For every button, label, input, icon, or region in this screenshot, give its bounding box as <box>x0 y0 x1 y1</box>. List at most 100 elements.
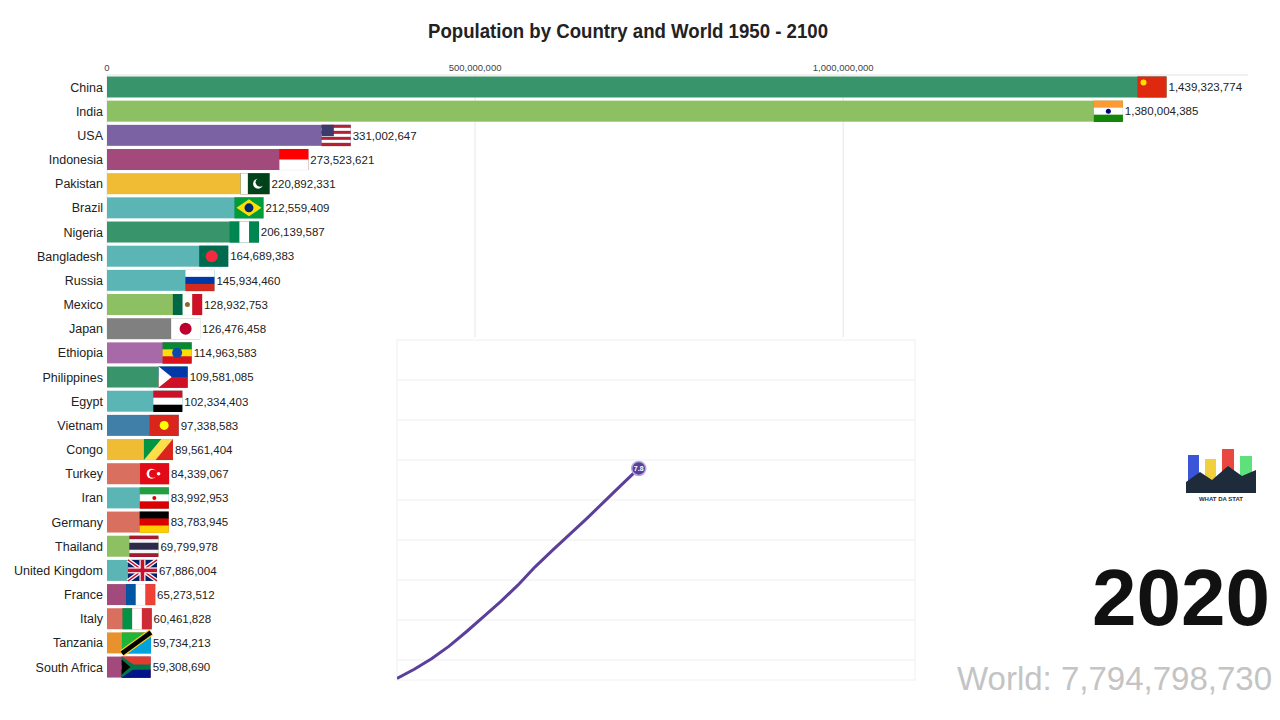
bar <box>107 512 169 533</box>
flag <box>1094 101 1123 122</box>
flag-border <box>159 367 188 388</box>
x-tick-label: 0 <box>104 62 109 73</box>
flag <box>140 512 169 533</box>
category-label: Congo <box>66 443 103 457</box>
flag <box>1138 77 1167 98</box>
flag <box>279 149 308 170</box>
world-total: World: 7,794,798,730 <box>957 660 1272 697</box>
flag-part <box>128 560 157 581</box>
flag-border <box>122 632 151 653</box>
flag-part <box>1106 109 1111 114</box>
category-label: South Africa <box>36 661 103 675</box>
bar <box>107 173 270 194</box>
year-label: 2020 <box>1092 553 1270 642</box>
flag <box>122 632 151 653</box>
category-label: Thailand <box>55 540 103 554</box>
flag-part <box>152 496 156 500</box>
category-label: Turkey <box>65 467 103 481</box>
bar <box>107 632 151 653</box>
bar <box>107 149 308 170</box>
flag-part <box>183 294 193 315</box>
category-label: Philippines <box>43 371 103 385</box>
flag-part <box>128 569 157 573</box>
flag-border <box>150 415 179 436</box>
data-label: 331,002,647 <box>353 130 417 142</box>
flag-part <box>279 149 308 160</box>
flag-part <box>126 584 136 605</box>
flag-part <box>1094 115 1123 122</box>
flag-part <box>153 405 182 412</box>
flag-part <box>249 222 259 243</box>
flag-border <box>230 222 259 243</box>
flag <box>171 318 200 339</box>
data-label: 128,932,753 <box>204 299 268 311</box>
flag <box>159 367 188 388</box>
flag-part <box>157 472 161 476</box>
flag-part <box>159 367 172 388</box>
flag-part <box>147 469 157 479</box>
data-label: 126,476,458 <box>202 323 266 335</box>
category-label: Mexico <box>63 298 103 312</box>
x-axis-line <box>107 75 1248 76</box>
flag-part <box>171 318 200 339</box>
line-plot <box>397 468 639 678</box>
flag-part <box>185 302 190 307</box>
flag-border <box>173 294 202 315</box>
flag <box>173 294 202 315</box>
flag-part <box>129 550 158 554</box>
bar <box>107 584 155 605</box>
grid-line <box>397 460 915 461</box>
flag-part <box>140 494 169 501</box>
grid-line <box>397 420 915 421</box>
data-label: 7.8 <box>634 465 644 472</box>
bar <box>107 77 1167 98</box>
flag-border <box>199 246 228 267</box>
flag-part <box>122 660 131 675</box>
flag <box>126 584 155 605</box>
data-label: 59,734,213 <box>153 637 211 649</box>
flag-part <box>122 632 151 653</box>
grid-line <box>397 500 915 501</box>
category-label: India <box>76 105 103 119</box>
category-label: Vietnam <box>57 419 103 433</box>
flag-part <box>322 140 351 143</box>
chart: Population by Country and World 1950 - 2… <box>0 0 1280 720</box>
flag-part <box>322 125 334 136</box>
flag <box>185 270 214 291</box>
flag <box>241 173 270 194</box>
category-label: Germany <box>52 516 104 530</box>
flag-part <box>160 421 169 430</box>
flag-part <box>1141 80 1147 86</box>
flag <box>140 463 169 484</box>
flag-part <box>129 536 158 540</box>
category-label: France <box>64 588 103 602</box>
bar <box>107 608 152 629</box>
flag-part <box>128 560 157 581</box>
category-label: Iran <box>81 491 103 505</box>
bar <box>107 294 202 315</box>
world-line <box>397 468 639 678</box>
category-label: Italy <box>80 612 104 626</box>
flag-part <box>128 560 157 581</box>
flag-border <box>129 536 158 557</box>
flag <box>128 560 157 581</box>
data-label: 273,523,621 <box>310 154 374 166</box>
category-label: Pakistan <box>55 177 103 191</box>
flag-border <box>140 487 169 508</box>
flag-part <box>123 608 133 629</box>
bar <box>107 657 151 678</box>
flag-part <box>140 501 169 508</box>
flag-border <box>123 608 152 629</box>
data-label: 69,799,978 <box>160 541 218 553</box>
flag-part <box>122 632 151 653</box>
grid-line <box>397 540 915 541</box>
background <box>0 0 1280 720</box>
flag-border <box>140 512 169 533</box>
flag-part <box>230 222 240 243</box>
bar <box>107 487 169 508</box>
flag-border <box>241 173 270 194</box>
flag-border <box>171 318 200 339</box>
data-label: 83,992,953 <box>171 492 229 504</box>
category-label: United Kingdom <box>14 564 103 578</box>
flag-part <box>144 439 173 460</box>
